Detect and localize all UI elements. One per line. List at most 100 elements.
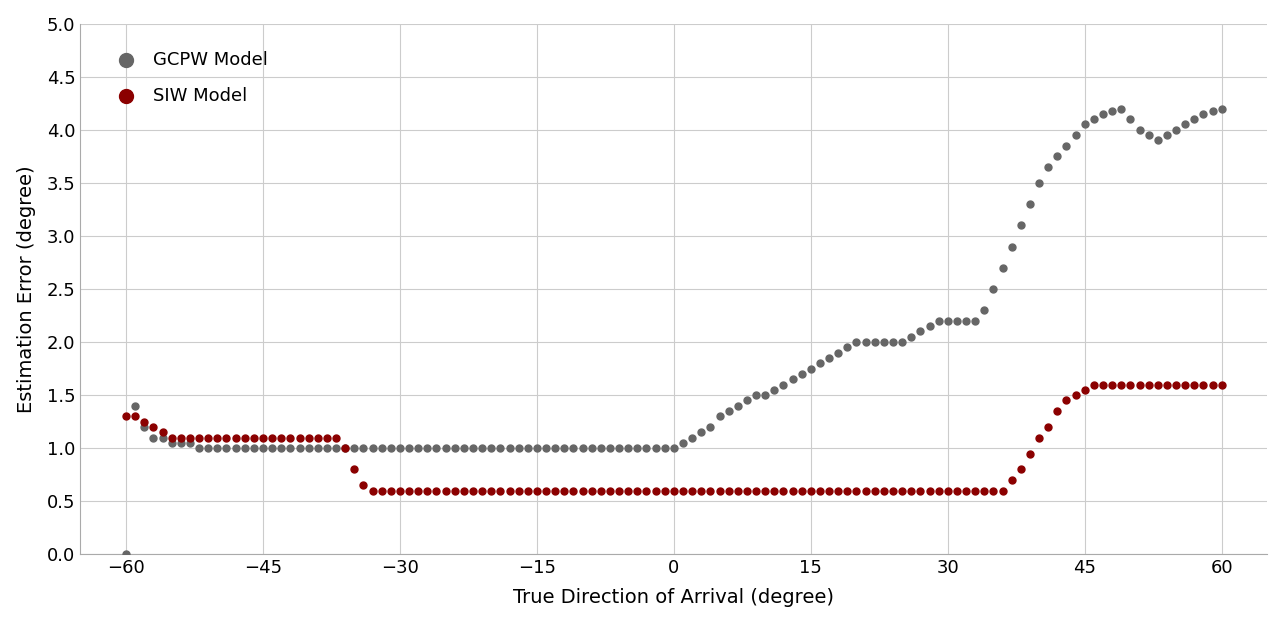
- GCPW Model: [609, 443, 629, 453]
- GCPW Model: [453, 443, 474, 453]
- GCPW Model: [892, 337, 913, 347]
- SIW Model: [371, 485, 392, 495]
- SIW Model: [125, 411, 145, 421]
- SIW Model: [143, 422, 163, 432]
- GCPW Model: [1120, 114, 1140, 124]
- SIW Model: [189, 432, 209, 442]
- GCPW Model: [1139, 130, 1159, 140]
- GCPW Model: [746, 390, 767, 400]
- GCPW Model: [1084, 114, 1104, 124]
- GCPW Model: [171, 438, 191, 448]
- SIW Model: [1028, 432, 1049, 442]
- SIW Model: [1184, 379, 1204, 389]
- GCPW Model: [773, 379, 794, 389]
- X-axis label: True Direction of Arrival (degree): True Direction of Arrival (degree): [514, 588, 835, 607]
- GCPW Model: [636, 443, 656, 453]
- GCPW Model: [928, 316, 949, 326]
- SIW Model: [471, 485, 492, 495]
- SIW Model: [782, 485, 802, 495]
- GCPW Model: [728, 401, 749, 411]
- SIW Model: [1102, 379, 1122, 389]
- SIW Model: [216, 432, 236, 442]
- SIW Model: [964, 485, 985, 495]
- SIW Model: [800, 485, 820, 495]
- GCPW Model: [1111, 104, 1131, 114]
- GCPW Model: [298, 443, 318, 453]
- GCPW Model: [937, 316, 958, 326]
- GCPW Model: [1211, 104, 1231, 114]
- SIW Model: [344, 464, 365, 474]
- SIW Model: [271, 432, 291, 442]
- SIW Model: [116, 411, 136, 421]
- GCPW Model: [1037, 162, 1058, 172]
- GCPW Model: [882, 337, 903, 347]
- GCPW Model: [1202, 105, 1222, 115]
- GCPW Model: [462, 443, 483, 453]
- SIW Model: [1139, 379, 1159, 389]
- SIW Model: [1093, 379, 1113, 389]
- GCPW Model: [517, 443, 538, 453]
- GCPW Model: [326, 443, 347, 453]
- GCPW Model: [535, 443, 556, 453]
- SIW Model: [1175, 379, 1195, 389]
- SIW Model: [718, 485, 738, 495]
- SIW Model: [426, 485, 447, 495]
- SIW Model: [1166, 379, 1186, 389]
- SIW Model: [362, 485, 383, 495]
- GCPW Model: [235, 443, 256, 453]
- GCPW Model: [216, 443, 236, 453]
- GCPW Model: [362, 443, 383, 453]
- SIW Model: [1129, 379, 1149, 389]
- GCPW Model: [344, 443, 365, 453]
- SIW Model: [682, 485, 702, 495]
- SIW Model: [846, 485, 867, 495]
- GCPW Model: [280, 443, 300, 453]
- GCPW Model: [1157, 130, 1177, 140]
- SIW Model: [262, 432, 282, 442]
- GCPW Model: [198, 443, 218, 453]
- GCPW Model: [1129, 125, 1149, 135]
- SIW Model: [289, 432, 309, 442]
- SIW Model: [1011, 464, 1031, 474]
- GCPW Model: [426, 443, 447, 453]
- SIW Model: [700, 485, 720, 495]
- SIW Model: [984, 485, 1004, 495]
- SIW Model: [207, 432, 227, 442]
- SIW Model: [928, 485, 949, 495]
- SIW Model: [646, 485, 666, 495]
- Y-axis label: Estimation Error (degree): Estimation Error (degree): [17, 165, 36, 413]
- SIW Model: [526, 485, 547, 495]
- GCPW Model: [1019, 199, 1040, 209]
- SIW Model: [499, 485, 520, 495]
- GCPW Model: [709, 411, 729, 421]
- SIW Model: [955, 485, 976, 495]
- SIW Model: [544, 485, 565, 495]
- GCPW Model: [435, 443, 456, 453]
- GCPW Model: [591, 443, 611, 453]
- GCPW Model: [508, 443, 529, 453]
- SIW Model: [873, 485, 894, 495]
- SIW Model: [618, 485, 638, 495]
- GCPW Model: [737, 396, 758, 406]
- SIW Model: [737, 485, 758, 495]
- GCPW Model: [125, 401, 145, 411]
- GCPW Model: [564, 443, 584, 453]
- SIW Model: [317, 432, 338, 442]
- SIW Model: [435, 485, 456, 495]
- GCPW Model: [1046, 152, 1067, 162]
- GCPW Model: [800, 364, 820, 374]
- SIW Model: [171, 432, 191, 442]
- GCPW Model: [499, 443, 520, 453]
- GCPW Model: [526, 443, 547, 453]
- GCPW Model: [655, 443, 675, 453]
- GCPW Model: [1002, 241, 1022, 251]
- GCPW Model: [380, 443, 401, 453]
- GCPW Model: [1066, 130, 1086, 140]
- GCPW Model: [718, 406, 738, 416]
- GCPW Model: [1102, 105, 1122, 115]
- GCPW Model: [955, 316, 976, 326]
- SIW Model: [828, 485, 849, 495]
- SIW Model: [975, 485, 995, 495]
- SIW Model: [882, 485, 903, 495]
- SIW Model: [462, 485, 483, 495]
